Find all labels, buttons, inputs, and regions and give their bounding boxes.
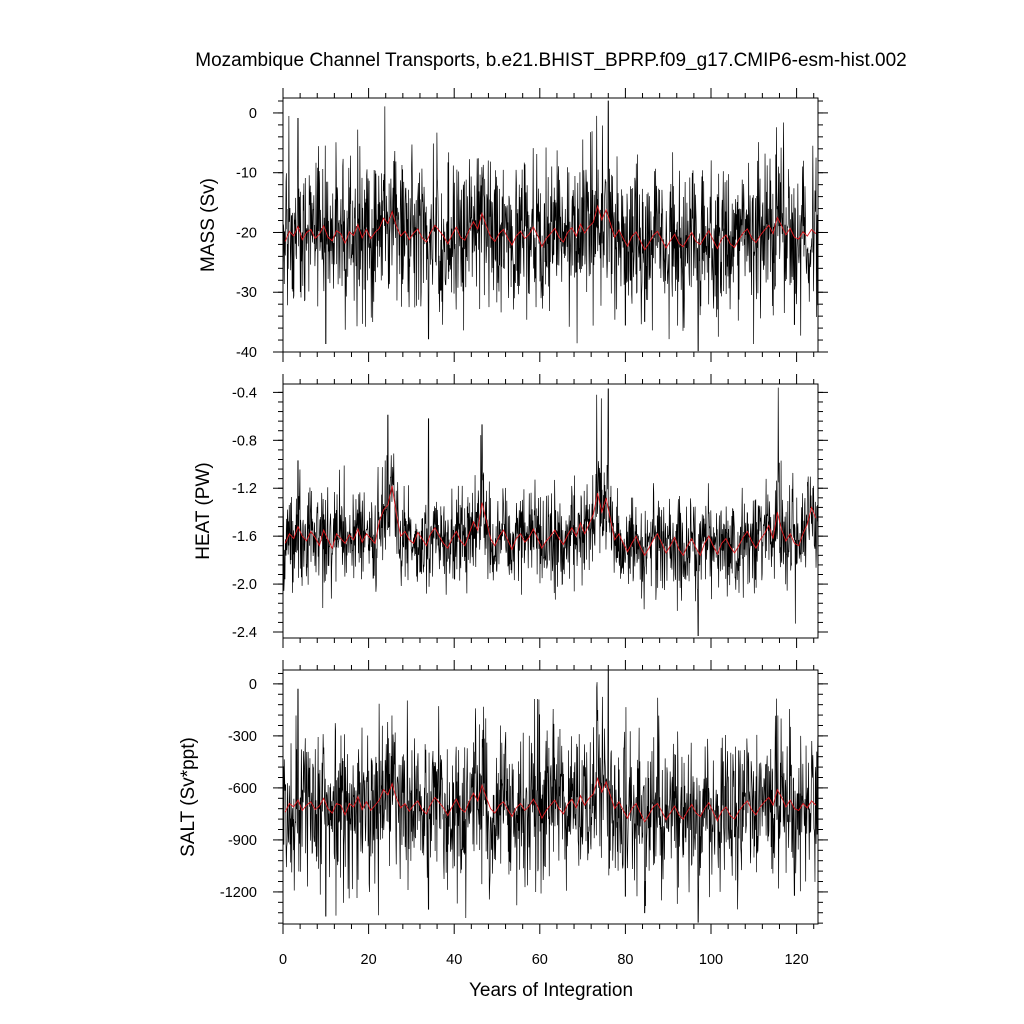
heat-y-tick-label: -0.4 <box>232 385 257 401</box>
heat-y-tick-label: -1.6 <box>232 529 257 545</box>
salt-y-axis-label: SALT (Sv*ppt) <box>178 737 199 857</box>
x-tick-labels: 0 20 40 60 80 100 120 <box>279 952 809 968</box>
x-tick-label: 0 <box>279 952 287 968</box>
mass-y-tick-label: -10 <box>236 166 257 182</box>
mass-y-tick-label: 0 <box>249 106 257 122</box>
salt-y-tick-label: 0 <box>249 677 257 693</box>
heat-y-tick-label: -0.8 <box>232 433 257 449</box>
heat-y-axis-label: HEAT (PW) <box>193 462 214 559</box>
mass-annual-mean-series <box>284 204 817 251</box>
mass-y-axis-label: MASS (Sv) <box>198 178 219 272</box>
x-tick-label: 120 <box>784 952 808 968</box>
x-tick-label: 80 <box>617 952 633 968</box>
heat-y-tick-label: -1.2 <box>232 481 257 497</box>
x-tick-label: 20 <box>361 952 377 968</box>
heat-y-tick-label: -2.4 <box>232 625 257 641</box>
heat-panel: -0.4 -0.8 -1.2 -1.6 -2.0 -2.4 HEAT (PW) <box>193 374 828 648</box>
x-tick-label: 40 <box>446 952 462 968</box>
heat-annual-mean-series <box>284 485 817 557</box>
mass-y-tick-label: -20 <box>236 225 257 241</box>
salt-plot-frame <box>282 669 819 925</box>
salt-y-tick-label: -900 <box>228 833 257 849</box>
mass-y-tick-label: -30 <box>236 285 257 301</box>
mass-panel: 0 -10 -20 -30 -40 MASS (Sv) <box>198 88 828 362</box>
salt-y-tick-label: -1200 <box>220 885 257 901</box>
mass-monthly-series <box>282 100 819 352</box>
salt-annual-mean-series <box>284 776 817 823</box>
x-tick-label: 100 <box>699 952 723 968</box>
mass-plot-frame <box>282 97 819 353</box>
heat-y-tick-label: -2.0 <box>232 577 257 593</box>
heat-monthly-series <box>282 387 819 636</box>
salt-y-tick-label: -600 <box>228 781 257 797</box>
x-axis-label: Years of Integration <box>469 980 633 1001</box>
chart-title: Mozambique Channel Transports, b.e21.BHI… <box>195 50 906 71</box>
mass-y-tick-label: -40 <box>236 345 257 361</box>
salt-panel: 0 -300 -600 -900 -1200 SALT (Sv*ppt) <box>178 660 828 934</box>
salt-y-tick-label: -300 <box>228 729 257 745</box>
heat-plot-frame <box>282 383 819 639</box>
x-tick-label: 60 <box>532 952 548 968</box>
salt-monthly-series <box>282 670 819 923</box>
